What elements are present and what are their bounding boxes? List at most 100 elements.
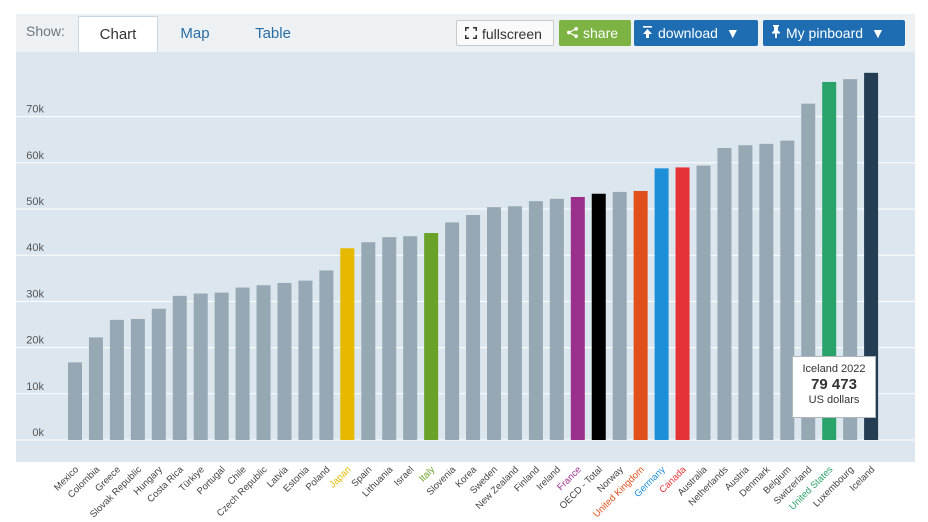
- bar-ireland[interactable]: [549, 198, 564, 440]
- y-tick-label: 40k: [26, 242, 44, 254]
- tooltip-value: 79 473: [811, 376, 857, 393]
- share-icon: [567, 20, 578, 46]
- bar-switzerland[interactable]: [801, 103, 816, 440]
- bar-costa-rica[interactable]: [172, 295, 187, 440]
- x-tick-label: Ireland: [535, 464, 563, 492]
- y-tick-label: 50k: [26, 196, 44, 208]
- bar-luxembourg[interactable]: [843, 79, 858, 440]
- bar-mexico[interactable]: [68, 362, 82, 440]
- x-tick-label: Israel: [392, 464, 416, 488]
- x-tick-label: Austria: [723, 464, 752, 493]
- y-tick-label: 70k: [26, 104, 44, 116]
- x-tick-label: Sweden: [468, 464, 500, 496]
- chevron-down-icon: ▼: [725, 25, 740, 41]
- x-tick-label: Greece: [93, 464, 123, 494]
- download-icon: [642, 20, 653, 46]
- bar-spain[interactable]: [361, 242, 376, 440]
- tab-table[interactable]: Table: [255, 25, 291, 42]
- chevron-down-icon: ▼: [870, 25, 885, 41]
- fullscreen-icon: [465, 21, 477, 47]
- pin-icon: [771, 20, 781, 46]
- bar-slovak-republic[interactable]: [130, 318, 145, 440]
- bar-canada[interactable]: [675, 167, 690, 441]
- x-tick-label: Lithuania: [360, 464, 396, 500]
- x-tick-label: United States: [787, 464, 835, 512]
- bar-hungary[interactable]: [151, 308, 166, 440]
- x-tick-label: Hungary: [132, 464, 165, 497]
- bar-greece[interactable]: [109, 319, 124, 440]
- fullscreen-label: fullscreen: [482, 26, 542, 42]
- x-tick-label: Costa Rica: [145, 464, 186, 505]
- x-tick-label: Türkiye: [177, 464, 207, 494]
- tab-map[interactable]: Map: [180, 25, 210, 42]
- bar-israel[interactable]: [403, 236, 418, 440]
- x-tick-label: Luxembourg: [811, 464, 856, 509]
- x-tick-label: New Zealand: [474, 464, 521, 511]
- x-tick-label: France: [555, 464, 584, 493]
- bar-slovenia[interactable]: [445, 222, 460, 440]
- x-tick-label: Germany: [632, 464, 668, 500]
- x-tick-label: United Kingdom: [591, 464, 647, 520]
- bar-australia[interactable]: [696, 165, 711, 440]
- bar-sweden[interactable]: [487, 207, 501, 440]
- x-tick-label: Estonia: [281, 464, 312, 495]
- x-tick-label: Italy: [417, 464, 437, 484]
- bar-united-states[interactable]: [822, 81, 837, 440]
- bar-united-kingdom[interactable]: [633, 190, 648, 440]
- bar-belgium[interactable]: [780, 140, 795, 440]
- bar-t-rkiye[interactable]: [193, 293, 208, 440]
- fullscreen-button[interactable]: fullscreen: [456, 20, 554, 46]
- x-tick-label: Colombia: [66, 464, 103, 501]
- x-tick-label: Slovak Republic: [88, 464, 144, 520]
- x-tick-label: Switzerland: [772, 464, 815, 507]
- bar-japan[interactable]: [340, 248, 355, 440]
- bar-colombia[interactable]: [88, 337, 103, 440]
- x-tick-label: Poland: [304, 464, 333, 493]
- chart-area: 0k 10k 20k 30k 40k 50k 60k 70k: [16, 52, 915, 462]
- share-button[interactable]: share: [559, 20, 631, 46]
- x-tick-label: Denmark: [737, 464, 772, 499]
- x-tick-label: Slovenia: [425, 464, 459, 498]
- bar-austria[interactable]: [738, 145, 753, 440]
- bar-denmark[interactable]: [759, 143, 774, 440]
- bar-portugal[interactable]: [214, 292, 229, 440]
- tooltip-title: Iceland 2022: [802, 363, 866, 375]
- x-tick-label: Portugal: [195, 464, 228, 497]
- bar-norway[interactable]: [612, 191, 627, 440]
- download-label: download: [658, 25, 718, 41]
- y-tick-label: 60k: [26, 150, 44, 162]
- bar-poland[interactable]: [319, 270, 334, 440]
- bar-new-zealand[interactable]: [507, 206, 522, 440]
- x-tick-label: Mexico: [52, 464, 81, 493]
- x-tick-label: Chile: [226, 464, 249, 487]
- x-tick-label: Finland: [512, 464, 542, 494]
- x-tick-label: OECD - Total: [558, 464, 605, 511]
- tab-chart[interactable]: Chart: [78, 16, 158, 55]
- data-tooltip: Iceland 2022 79 473 US dollars: [792, 356, 876, 418]
- bar-iceland[interactable]: [864, 72, 879, 440]
- bar-italy[interactable]: [424, 233, 439, 440]
- bar-netherlands[interactable]: [717, 148, 732, 440]
- bar-finland[interactable]: [528, 201, 543, 440]
- download-button[interactable]: download ▼: [634, 20, 758, 46]
- x-tick-label: Japan: [327, 464, 353, 490]
- x-tick-label: Czech Republic: [215, 464, 270, 519]
- x-tick-label: Latvia: [265, 464, 291, 490]
- x-tick-label: Canada: [657, 464, 689, 496]
- bar-chile[interactable]: [235, 287, 250, 440]
- bar-chart: 0k 10k 20k 30k 40k 50k 60k 70k: [16, 72, 915, 441]
- bar-korea[interactable]: [466, 215, 481, 440]
- x-tick-label: Spain: [349, 464, 374, 489]
- pinboard-button[interactable]: My pinboard ▼: [763, 20, 905, 46]
- x-tick-label: Iceland: [848, 464, 877, 493]
- bar-france[interactable]: [570, 196, 585, 440]
- x-tick-label: Netherlands: [687, 464, 731, 508]
- bar-czech-republic[interactable]: [256, 285, 271, 440]
- chart-toolbar: Show: Chart Map Table fullscreen share d…: [16, 14, 915, 55]
- bar-germany[interactable]: [654, 168, 669, 440]
- y-tick-label: 30k: [26, 288, 44, 300]
- bar-estonia[interactable]: [298, 280, 313, 440]
- bar-oecd-total[interactable]: [591, 193, 606, 440]
- bar-lithuania[interactable]: [382, 237, 397, 440]
- bar-latvia[interactable]: [277, 282, 292, 440]
